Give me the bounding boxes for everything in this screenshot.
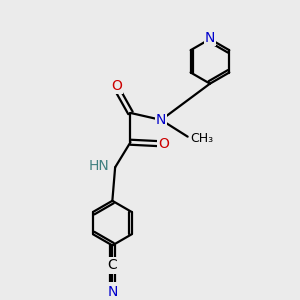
Text: N: N (107, 285, 118, 299)
Text: O: O (111, 79, 122, 93)
Text: O: O (158, 136, 169, 151)
Text: CH₃: CH₃ (190, 131, 214, 145)
Text: HN: HN (89, 159, 110, 173)
Text: N: N (156, 113, 166, 127)
Text: C: C (107, 259, 117, 272)
Text: N: N (205, 31, 215, 45)
